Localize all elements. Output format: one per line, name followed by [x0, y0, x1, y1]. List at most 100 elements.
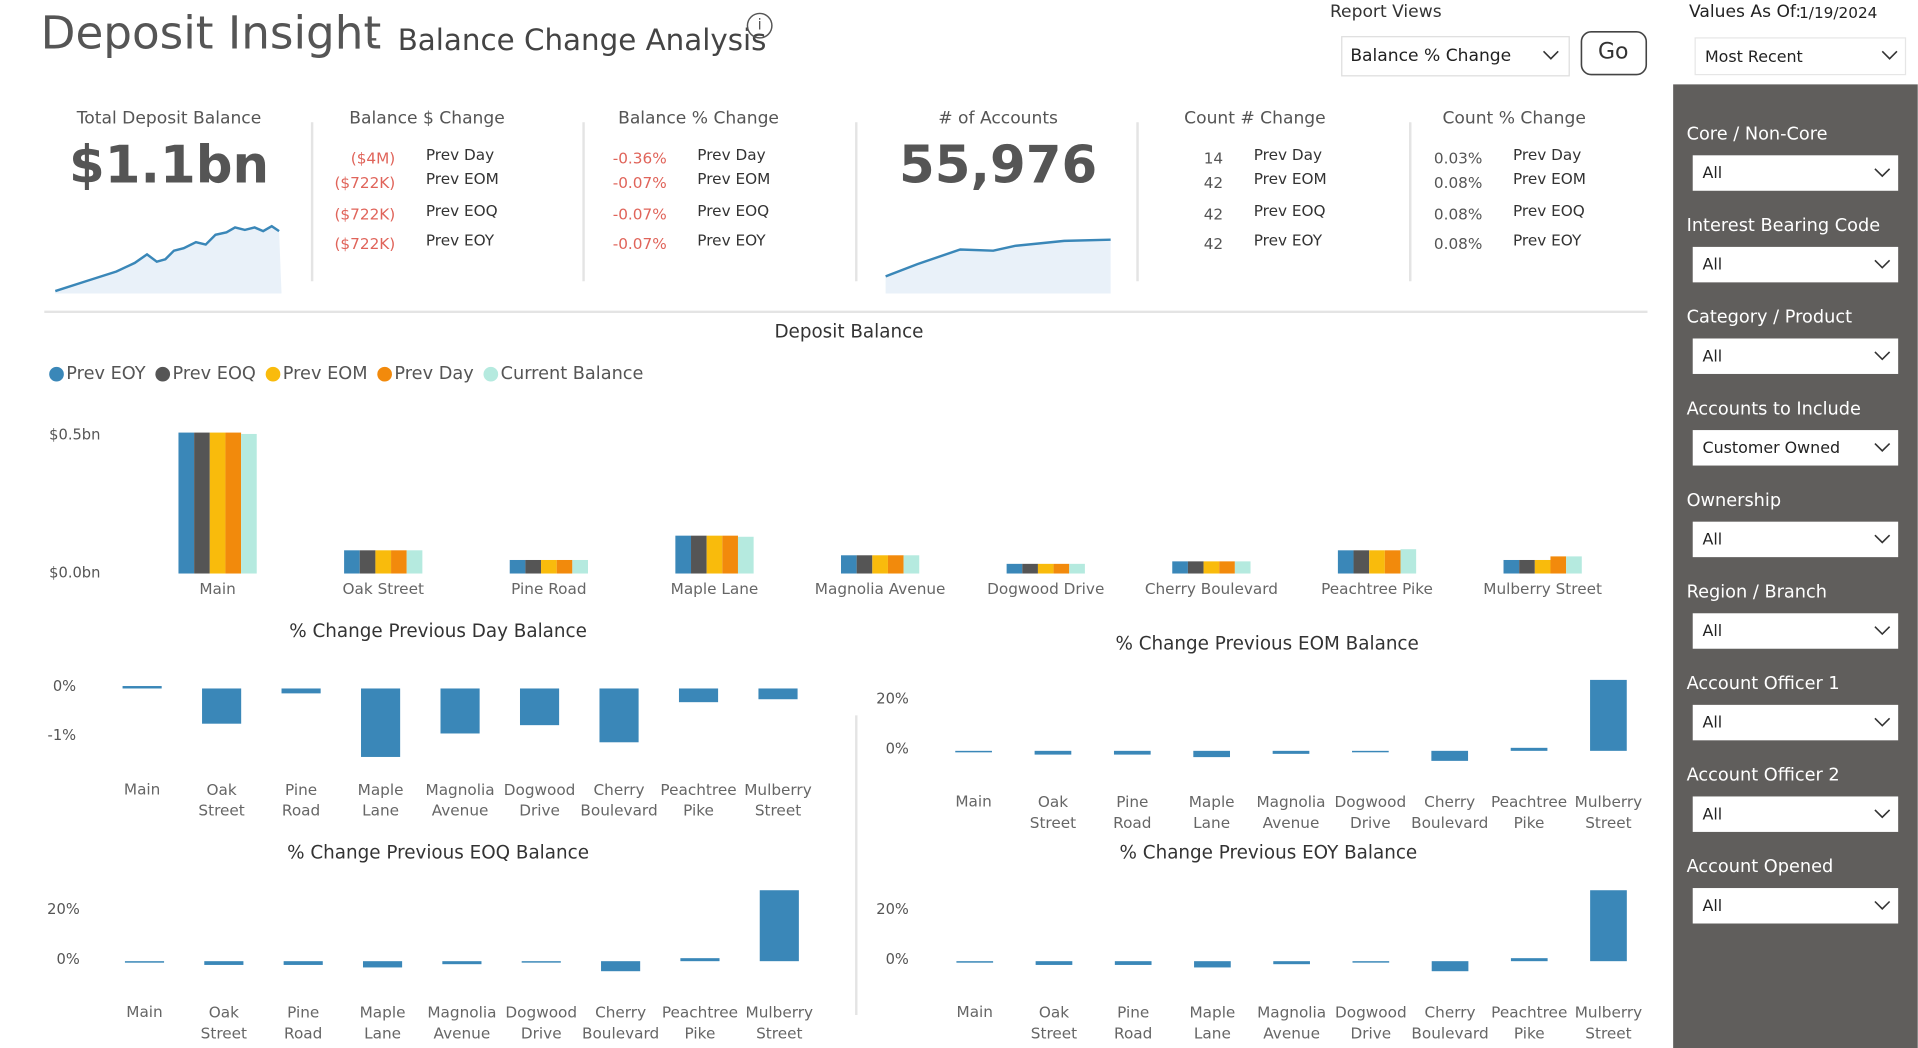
go-button-label: Go: [1598, 40, 1629, 65]
y-tick-label: $0.5bn: [49, 426, 100, 443]
kpi-row-label: Prev Day: [1254, 146, 1322, 164]
x-tick-label: Oak Street: [343, 580, 424, 598]
x-tick-label: Oak Street: [198, 780, 244, 819]
kpi-row-value: 0.03%: [1434, 149, 1483, 167]
bar: [359, 550, 376, 574]
x-tick-label: Pine Road: [1114, 1003, 1152, 1042]
sparkline: [54, 224, 280, 293]
filter-dropdown[interactable]: [1692, 430, 1899, 466]
x-tick-label: Mulberry Street: [1575, 1003, 1643, 1042]
bar: [209, 432, 226, 574]
bar: [1510, 747, 1548, 751]
kpi-row-value: ($722K): [334, 174, 395, 192]
kpi-title: Total Deposit Balance: [76, 109, 261, 129]
bar: [1337, 550, 1354, 574]
kpi-row-label: Prev EOM: [697, 170, 770, 188]
bar: [281, 688, 321, 694]
bar: [204, 961, 244, 965]
kpi-row-value: -0.07%: [613, 206, 667, 224]
values-mode-dropdown[interactable]: [1694, 37, 1907, 76]
bar: [362, 961, 403, 968]
kpi-row-label: Prev EOQ: [426, 202, 498, 220]
x-tick-label: Cherry Boulevard: [1411, 1003, 1488, 1042]
filter-label: Account Officer 1: [1687, 674, 1840, 694]
x-tick-label: Magnolia Avenue: [1256, 793, 1325, 832]
bar: [1510, 958, 1548, 962]
filter-dropdown[interactable]: [1692, 796, 1899, 832]
bar: [1431, 750, 1469, 761]
y-tick-label: -1%: [48, 727, 77, 744]
values-as-of-label: Values As Of:: [1689, 2, 1801, 22]
legend-label: Prev EOQ: [173, 364, 256, 384]
kpi-row-label: Prev EOY: [1254, 231, 1323, 249]
bar: [601, 961, 641, 972]
bar: [1590, 890, 1627, 962]
bar: [1272, 750, 1310, 754]
title-separator: -: [367, 21, 378, 55]
bar: [283, 961, 323, 965]
filter-dropdown[interactable]: [1692, 888, 1899, 924]
legend-marker: [377, 366, 392, 382]
bar: [124, 961, 165, 963]
y-tick-label: 0%: [53, 678, 76, 695]
bar: [599, 688, 639, 743]
info-icon[interactable]: [746, 12, 773, 39]
bar: [442, 961, 482, 965]
filter-panel: [1673, 84, 1918, 1048]
filter-dropdown[interactable]: [1692, 613, 1899, 649]
bar: [1400, 549, 1417, 574]
x-tick-label: Main: [955, 793, 991, 811]
kpi-title: Balance % Change: [618, 109, 779, 129]
chevron: [1874, 717, 1891, 727]
page-subtitle: Balance Change Analysis: [398, 23, 767, 57]
filter-dropdown[interactable]: [1692, 338, 1899, 374]
x-tick-label: Dogwood Drive: [504, 780, 576, 819]
bar: [887, 555, 904, 574]
bar: [1234, 561, 1251, 574]
x-tick-label: Mulberry Street: [746, 1003, 814, 1042]
bar: [1519, 559, 1535, 574]
chart-title: % Change Previous Day Balance: [289, 621, 587, 642]
legend-label: Current Balance: [501, 364, 644, 384]
chevron: [1881, 50, 1898, 60]
bar: [903, 555, 920, 574]
x-tick-label: Peachtree Pike: [660, 780, 736, 819]
kpi-row-label: Prev EOQ: [1513, 202, 1585, 220]
kpi-value: 55,976: [899, 136, 1097, 196]
bar: [406, 550, 423, 574]
bar: [1369, 550, 1385, 574]
bar: [759, 890, 799, 962]
bar: [1384, 550, 1401, 574]
bar: [1187, 561, 1204, 574]
kpi-row-value: 0.08%: [1434, 235, 1483, 253]
filter-dropdown[interactable]: [1692, 246, 1899, 283]
filter-label: Region / Branch: [1687, 582, 1827, 602]
x-tick-label: Main: [124, 780, 160, 798]
report-view-dropdown[interactable]: [1341, 36, 1570, 77]
bar: [1566, 556, 1582, 574]
filter-dropdown[interactable]: [1692, 704, 1899, 741]
kpi-row-value: 14: [1204, 149, 1223, 167]
x-tick-label: Oak Street: [1030, 793, 1076, 832]
go-button[interactable]: [1580, 30, 1648, 76]
x-tick-label: Maple Lane: [1189, 1003, 1235, 1042]
filter-dropdown[interactable]: [1692, 155, 1899, 191]
bar: [675, 535, 692, 574]
legend-marker: [49, 366, 64, 382]
filter-label: Ownership: [1687, 491, 1782, 511]
y-tick-label: 20%: [876, 690, 909, 707]
chevron: [1874, 534, 1891, 544]
bar: [1069, 563, 1085, 574]
bar: [572, 559, 588, 574]
bar: [1352, 750, 1389, 753]
kpi-row-value: ($4M): [351, 149, 396, 167]
bar: [872, 555, 888, 574]
filter-value: All: [1703, 804, 1723, 823]
x-tick-label: Mulberry Street: [744, 780, 812, 819]
filter-dropdown[interactable]: [1692, 521, 1899, 558]
bar: [737, 536, 754, 574]
kpi-row-label: Prev EOQ: [697, 202, 769, 220]
chevron: [1874, 351, 1891, 361]
sparkline-area: [55, 226, 282, 294]
kpi-title: Count % Change: [1442, 109, 1585, 129]
